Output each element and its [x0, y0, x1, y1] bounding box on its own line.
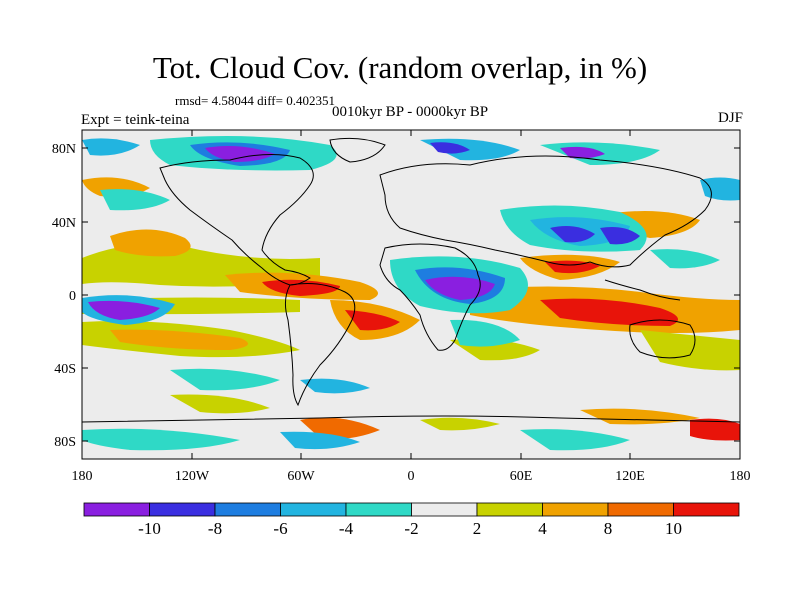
- contour-yellow: [640, 330, 740, 371]
- colorbar-label: 2: [473, 519, 482, 538]
- colorbar-swatch: [411, 502, 478, 517]
- stats-label: rmsd= 4.58044 diff= 0.402351: [175, 93, 335, 108]
- lon-label-60e: 60E: [510, 469, 533, 484]
- lon-axis: 180 120W 60W 0 60E 120E 180: [72, 130, 751, 484]
- contour-cyan: [100, 189, 170, 211]
- contour-cyan: [450, 319, 520, 347]
- contour-cyan: [520, 429, 630, 451]
- lon-label-180w: 180: [72, 469, 93, 484]
- colorbar-swatch: [280, 502, 347, 517]
- contour-dark-blue: [600, 227, 640, 245]
- experiment-label: Expt = teink-teina: [81, 112, 190, 128]
- australia-coast: [629, 319, 696, 359]
- lon-label-0: 0: [408, 469, 415, 484]
- contour-orange: [110, 229, 191, 257]
- lat-label-0: 0: [69, 289, 76, 304]
- colorbar-swatch: [673, 502, 740, 517]
- contour-purple: [205, 146, 275, 162]
- lat-label-40s: 40S: [54, 362, 76, 377]
- colorbar-label: 4: [538, 519, 547, 538]
- lat-axis: 80N 40N 0 40S 80S: [52, 142, 740, 450]
- colorbar-label: -6: [273, 519, 287, 538]
- season-label: DJF: [717, 110, 743, 126]
- colorbar-label: -8: [208, 519, 222, 538]
- contour-yellow: [170, 394, 270, 414]
- antarctica-coast: [82, 415, 740, 423]
- colorbar-swatch: [345, 502, 412, 517]
- lon-label-120w: 120W: [175, 469, 210, 484]
- colorbar-swatch: [214, 502, 281, 517]
- colorbar-label: -2: [404, 519, 418, 538]
- greenland-coast: [329, 137, 386, 163]
- contour-red: [540, 298, 678, 326]
- north-america-coast: [159, 153, 314, 286]
- map-title: Tot. Cloud Cov. (random overlap, in %): [152, 50, 648, 85]
- period-label: 0010kyr BP - 0000kyr BP: [331, 104, 489, 120]
- lat-label-80s: 80S: [54, 435, 76, 450]
- coastlines: [82, 137, 740, 423]
- map-plot-area: [81, 129, 741, 460]
- contour-red: [345, 310, 400, 331]
- colorbar-label: 8: [604, 519, 613, 538]
- contour-purple: [88, 300, 160, 320]
- colorbar-swatch: [149, 502, 216, 517]
- contour-cyan: [650, 249, 720, 269]
- contour-fields: [82, 136, 740, 451]
- contour-cyan: [170, 368, 280, 391]
- colorbar-label: -4: [339, 519, 354, 538]
- contour-light-blue: [82, 138, 140, 156]
- lat-label-80n: 80N: [52, 142, 76, 157]
- contour-red: [262, 279, 340, 296]
- contour-dark-blue: [550, 226, 595, 243]
- colorbar-swatch: [476, 502, 543, 517]
- africa-coast: [379, 243, 481, 351]
- contour-orange: [110, 329, 248, 350]
- colorbar-label: 10: [665, 519, 682, 538]
- colorbar-swatch: [542, 502, 609, 517]
- contour-light-blue: [280, 431, 360, 450]
- colorbar-swatch: [607, 502, 674, 517]
- colorbar-label: -10: [138, 519, 161, 538]
- contour-cyan: [82, 428, 240, 451]
- eurasia-coast: [379, 155, 712, 268]
- lon-label-120e: 120E: [615, 469, 645, 484]
- contour-yellow: [420, 417, 500, 431]
- lon-label-180e: 180: [730, 469, 751, 484]
- south-america-coast: [284, 283, 356, 407]
- contour-red: [690, 418, 740, 441]
- contour-purple: [560, 146, 605, 159]
- lon-label-60w: 60W: [287, 469, 315, 484]
- contour-light-blue: [300, 378, 370, 394]
- colorbar-swatch: [83, 502, 150, 517]
- colorbar: -10 -8 -6 -4 -2 2 4 8 10: [83, 502, 740, 538]
- contour-dark-blue: [430, 142, 470, 154]
- contour-light-blue: [700, 177, 740, 201]
- lat-label-40n: 40N: [52, 216, 76, 231]
- maritime-continent-coast: [604, 279, 681, 301]
